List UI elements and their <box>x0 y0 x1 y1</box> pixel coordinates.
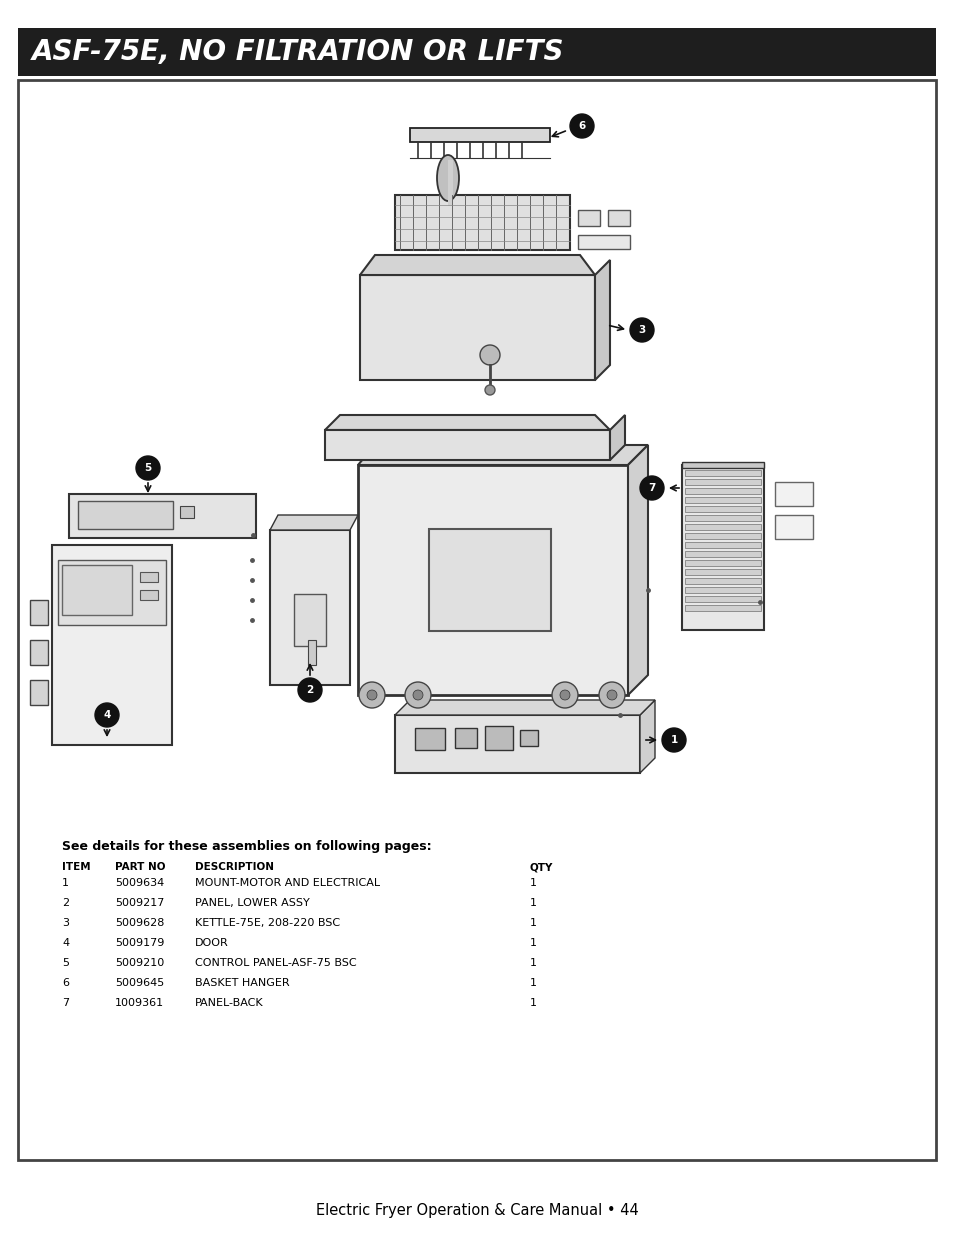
FancyBboxPatch shape <box>359 275 595 380</box>
FancyBboxPatch shape <box>448 161 453 206</box>
Polygon shape <box>325 415 609 430</box>
Text: 5009645: 5009645 <box>115 978 164 988</box>
Text: 5009217: 5009217 <box>115 898 164 908</box>
Text: 3: 3 <box>638 325 645 335</box>
Ellipse shape <box>436 156 458 201</box>
FancyBboxPatch shape <box>684 506 760 513</box>
FancyBboxPatch shape <box>78 501 172 529</box>
Text: 5009628: 5009628 <box>115 918 164 927</box>
FancyBboxPatch shape <box>684 587 760 593</box>
FancyBboxPatch shape <box>429 529 551 631</box>
Circle shape <box>484 385 495 395</box>
Text: ASF-75E, NO FILTRATION OR LIFTS: ASF-75E, NO FILTRATION OR LIFTS <box>32 38 564 65</box>
Circle shape <box>367 690 376 700</box>
Circle shape <box>598 682 624 708</box>
FancyBboxPatch shape <box>681 466 763 630</box>
FancyBboxPatch shape <box>684 471 760 475</box>
Text: DESCRIPTION: DESCRIPTION <box>194 862 274 872</box>
Circle shape <box>569 114 594 138</box>
Text: Electric Fryer Operation & Care Manual • 44: Electric Fryer Operation & Care Manual •… <box>315 1203 638 1218</box>
Text: 1: 1 <box>530 958 537 968</box>
FancyBboxPatch shape <box>62 564 132 615</box>
Text: DOOR: DOOR <box>194 939 229 948</box>
Text: 4: 4 <box>62 939 69 948</box>
Text: 6: 6 <box>62 978 69 988</box>
FancyBboxPatch shape <box>684 551 760 557</box>
Text: PART NO: PART NO <box>115 862 165 872</box>
Text: 1009361: 1009361 <box>115 998 164 1008</box>
Circle shape <box>358 682 385 708</box>
Polygon shape <box>595 261 609 380</box>
Text: 5009210: 5009210 <box>115 958 164 968</box>
FancyBboxPatch shape <box>69 494 255 538</box>
FancyBboxPatch shape <box>681 462 763 468</box>
FancyBboxPatch shape <box>519 730 537 746</box>
FancyBboxPatch shape <box>607 210 629 226</box>
FancyBboxPatch shape <box>52 545 172 745</box>
FancyBboxPatch shape <box>578 235 629 249</box>
FancyBboxPatch shape <box>684 496 760 503</box>
FancyBboxPatch shape <box>270 530 350 685</box>
FancyBboxPatch shape <box>357 466 627 695</box>
Circle shape <box>629 317 654 342</box>
FancyBboxPatch shape <box>684 559 760 566</box>
Circle shape <box>136 456 160 480</box>
FancyBboxPatch shape <box>140 590 158 600</box>
Circle shape <box>559 690 569 700</box>
Circle shape <box>413 690 422 700</box>
FancyBboxPatch shape <box>455 727 476 748</box>
Text: 1: 1 <box>62 878 69 888</box>
FancyBboxPatch shape <box>18 28 935 77</box>
Text: CONTROL PANEL-ASF-75 BSC: CONTROL PANEL-ASF-75 BSC <box>194 958 356 968</box>
Text: MOUNT-MOTOR AND ELECTRICAL: MOUNT-MOTOR AND ELECTRICAL <box>194 878 379 888</box>
Circle shape <box>639 475 663 500</box>
Text: 5: 5 <box>144 463 152 473</box>
FancyBboxPatch shape <box>684 479 760 485</box>
FancyBboxPatch shape <box>684 569 760 576</box>
FancyBboxPatch shape <box>308 640 315 664</box>
Text: PANEL-BACK: PANEL-BACK <box>194 998 263 1008</box>
Circle shape <box>479 345 499 366</box>
Text: 7: 7 <box>62 998 69 1008</box>
Text: 1: 1 <box>670 735 677 745</box>
Text: 1: 1 <box>530 878 537 888</box>
Text: 1: 1 <box>530 918 537 927</box>
FancyBboxPatch shape <box>30 600 48 625</box>
Text: 4: 4 <box>103 710 111 720</box>
Text: PANEL, LOWER ASSY: PANEL, LOWER ASSY <box>194 898 310 908</box>
Text: 2: 2 <box>62 898 69 908</box>
Text: BASKET HANGER: BASKET HANGER <box>194 978 290 988</box>
Text: 7: 7 <box>648 483 655 493</box>
Text: 6: 6 <box>578 121 585 131</box>
FancyBboxPatch shape <box>140 572 158 582</box>
Circle shape <box>606 690 617 700</box>
Polygon shape <box>359 254 595 275</box>
Text: 5009634: 5009634 <box>115 878 164 888</box>
Polygon shape <box>357 445 647 466</box>
FancyBboxPatch shape <box>684 597 760 601</box>
FancyBboxPatch shape <box>684 542 760 548</box>
FancyBboxPatch shape <box>30 640 48 664</box>
FancyBboxPatch shape <box>294 594 326 646</box>
FancyBboxPatch shape <box>684 488 760 494</box>
Circle shape <box>405 682 431 708</box>
Circle shape <box>661 727 685 752</box>
FancyBboxPatch shape <box>684 578 760 584</box>
Text: 5: 5 <box>62 958 69 968</box>
Text: 1: 1 <box>530 998 537 1008</box>
FancyBboxPatch shape <box>484 726 513 750</box>
FancyBboxPatch shape <box>774 482 812 506</box>
Text: QTY: QTY <box>530 862 553 872</box>
Polygon shape <box>609 415 624 459</box>
Polygon shape <box>270 515 357 530</box>
Polygon shape <box>627 445 647 695</box>
FancyBboxPatch shape <box>684 515 760 521</box>
Polygon shape <box>395 700 655 715</box>
Circle shape <box>95 703 119 727</box>
FancyBboxPatch shape <box>684 605 760 611</box>
Circle shape <box>552 682 578 708</box>
FancyBboxPatch shape <box>684 534 760 538</box>
Text: 1: 1 <box>530 939 537 948</box>
FancyBboxPatch shape <box>30 680 48 705</box>
